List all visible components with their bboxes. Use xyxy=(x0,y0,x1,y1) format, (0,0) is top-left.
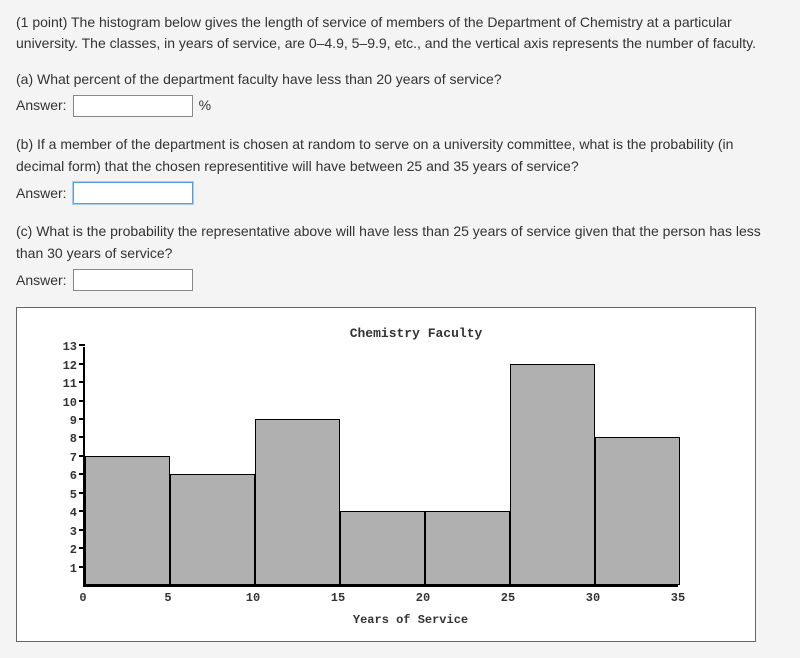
x-tick-label: 0 xyxy=(79,591,86,605)
y-tick-mark xyxy=(79,400,85,402)
y-tick-mark xyxy=(79,344,85,346)
plot-area xyxy=(83,347,678,587)
x-tick-label: 5 xyxy=(164,591,171,605)
y-tick-label: 4 xyxy=(70,506,77,520)
y-tick-label: 8 xyxy=(70,432,77,446)
y-tick-label: 1 xyxy=(70,562,77,576)
percent-symbol: % xyxy=(199,94,211,116)
y-tick-label: 11 xyxy=(63,377,77,391)
histogram-bar xyxy=(340,511,425,585)
part-a-text: What percent of the department faculty h… xyxy=(37,71,502,87)
y-tick-mark xyxy=(79,363,85,365)
histogram-bar xyxy=(255,419,340,585)
y-tick-mark xyxy=(79,418,85,420)
histogram-bar xyxy=(510,364,595,586)
histogram-bar xyxy=(425,511,510,585)
x-tick-label: 10 xyxy=(246,591,260,605)
y-tick-label: 5 xyxy=(70,488,77,502)
part-b-label: (b) xyxy=(16,136,33,152)
part-c: (c) What is the probability the represen… xyxy=(16,220,784,291)
x-axis-label: Years of Service xyxy=(143,613,678,627)
histogram-bar xyxy=(595,437,680,585)
question-intro: (1 point) The histogram below gives the … xyxy=(16,12,784,54)
y-tick-label: 7 xyxy=(70,451,77,465)
points-label: (1 point) xyxy=(16,14,67,30)
histogram-panel: Chemistry Faculty 13 12 11 10 9 8 7 6 5 4 3 2 1 0 5 10… xyxy=(16,307,756,642)
part-c-label: (c) xyxy=(16,223,32,239)
y-tick-mark xyxy=(79,381,85,383)
y-tick-mark xyxy=(79,436,85,438)
y-tick-label: 13 xyxy=(63,340,77,354)
chart-title: Chemistry Faculty xyxy=(117,326,715,341)
x-tick-label: 30 xyxy=(586,591,600,605)
answer-input-b[interactable] xyxy=(73,182,193,204)
y-tick-label: 6 xyxy=(70,469,77,483)
part-b-text: If a member of the department is chosen … xyxy=(16,136,733,174)
x-axis: 05101520253035 xyxy=(83,587,678,607)
histogram-bar xyxy=(85,456,170,585)
y-axis: 13121110987654321 xyxy=(57,347,83,587)
part-b: (b) If a member of the department is cho… xyxy=(16,133,784,204)
y-tick-label: 9 xyxy=(70,414,77,428)
answer-label-a: Answer: xyxy=(16,94,67,116)
y-tick-label: 2 xyxy=(70,543,77,557)
part-c-text: What is the probability the representati… xyxy=(16,223,761,261)
part-a-label: (a) xyxy=(16,71,33,87)
x-tick-label: 15 xyxy=(331,591,345,605)
x-tick-label: 35 xyxy=(671,591,685,605)
answer-input-c[interactable] xyxy=(73,269,193,291)
x-tick-label: 25 xyxy=(501,591,515,605)
answer-input-a[interactable] xyxy=(73,95,193,117)
part-a: (a) What percent of the department facul… xyxy=(16,68,784,117)
answer-label-c: Answer: xyxy=(16,269,67,291)
y-tick-label: 12 xyxy=(63,359,77,373)
x-tick-label: 20 xyxy=(416,591,430,605)
answer-label-b: Answer: xyxy=(16,182,67,204)
y-tick-label: 3 xyxy=(70,525,77,539)
intro-text: The histogram below gives the length of … xyxy=(16,14,756,51)
y-tick-label: 10 xyxy=(63,396,77,410)
histogram-bar xyxy=(170,474,255,585)
